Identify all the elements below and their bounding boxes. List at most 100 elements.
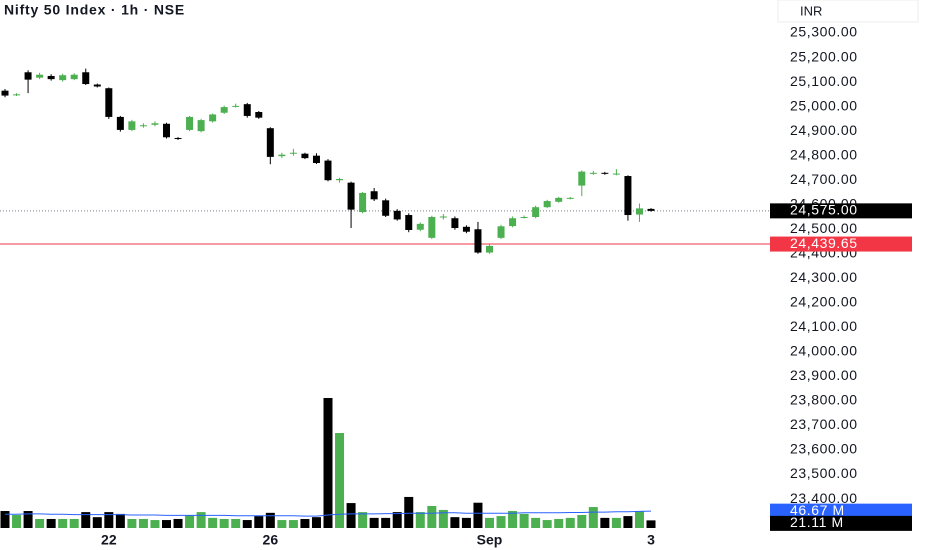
volume-bar	[23, 511, 33, 528]
candle-body	[70, 74, 78, 80]
candle-body	[566, 197, 574, 199]
candle-body	[47, 75, 55, 80]
candle-body	[243, 104, 251, 116]
volume-bar	[323, 398, 333, 528]
candle-body	[370, 191, 378, 200]
y-tick-label: 23,600.00	[790, 441, 858, 457]
candle-body	[359, 192, 367, 213]
volume-bar	[69, 518, 79, 528]
candle-body	[635, 208, 643, 215]
candle-body	[347, 182, 355, 210]
candle-body	[59, 75, 67, 81]
y-tick-label: 25,200.00	[790, 48, 858, 64]
volume-bar	[35, 518, 45, 528]
volume-bar	[46, 518, 56, 528]
volume-bar	[288, 520, 298, 528]
volume-bar	[381, 517, 391, 528]
candle-body	[197, 120, 205, 132]
volume-bar	[219, 518, 229, 528]
alert-tag-box	[770, 236, 912, 252]
candle-body	[151, 123, 159, 125]
candle-body	[532, 207, 540, 217]
candle-body	[324, 160, 332, 181]
volume-bar	[127, 518, 137, 528]
volume-bar	[358, 512, 368, 528]
candle-body	[382, 200, 390, 216]
y-tick-label: 23,800.00	[790, 392, 858, 408]
volume-bar	[646, 520, 656, 528]
volume-bar	[311, 517, 321, 528]
y-tick-label: 24,100.00	[790, 318, 858, 334]
y-tick-label: 23,500.00	[790, 465, 858, 481]
volume-bar	[346, 503, 356, 528]
y-tick-label: 25,000.00	[790, 97, 858, 113]
volume-bar	[496, 516, 506, 528]
y-tick-label: 25,100.00	[790, 73, 858, 89]
y-tick-label: 24,300.00	[790, 269, 858, 285]
volume-bar	[300, 518, 310, 528]
x-tick-label: 3	[647, 532, 655, 548]
candle-body	[128, 121, 136, 130]
chart-title: Nifty 50 Index · 1h · NSE	[4, 2, 185, 18]
candle-body	[163, 123, 170, 138]
candle-body	[116, 116, 124, 130]
candle-body	[13, 94, 21, 96]
x-tick-label: 26	[263, 532, 279, 548]
candle-body	[647, 208, 655, 211]
candle-body	[497, 226, 505, 238]
x-tick-label: 22	[101, 532, 117, 548]
candle-body	[266, 128, 274, 157]
volume-bar	[415, 512, 425, 528]
candle-body	[105, 88, 113, 117]
volume-bar	[542, 520, 552, 528]
volume-bar	[611, 517, 621, 528]
y-tick-label: 23,900.00	[790, 367, 858, 383]
candle-body	[278, 154, 286, 157]
y-tick-label: 25,300.00	[790, 24, 858, 40]
candle-body	[220, 107, 228, 113]
volume-bar	[634, 511, 644, 528]
candle-body	[624, 176, 632, 216]
volume-bar	[138, 518, 148, 528]
candle-body	[255, 112, 263, 118]
volume-bar	[392, 512, 402, 528]
candle-body	[612, 173, 620, 175]
volume-bar	[485, 517, 494, 528]
volume-bar	[81, 512, 91, 528]
volume-bar	[162, 520, 171, 528]
volume-bar	[588, 507, 598, 528]
candle-body	[509, 218, 517, 227]
candle-body	[601, 172, 609, 174]
volume-bar	[242, 520, 252, 528]
volume-bar	[450, 517, 460, 528]
volume-bar	[623, 516, 633, 528]
candle-body	[209, 114, 217, 122]
candle-body	[24, 72, 32, 80]
volume-bar	[404, 496, 414, 528]
candle-body	[589, 172, 597, 174]
volume-last-tag-box	[770, 515, 912, 531]
last-price-tag: 24,575.00	[790, 202, 858, 218]
candle-body	[312, 155, 320, 164]
y-tick-label: 24,500.00	[790, 220, 858, 236]
volume-bar	[0, 511, 10, 528]
volume-bar	[565, 517, 575, 528]
volume-bar	[277, 520, 287, 528]
volume-bar	[12, 515, 22, 528]
candle-body	[451, 218, 459, 229]
candle-body	[486, 245, 493, 253]
volume-bar	[104, 512, 114, 528]
x-tick-label: Sep	[477, 532, 503, 548]
volume-bar	[473, 502, 483, 528]
volume-bar	[508, 511, 518, 528]
candle-body	[82, 72, 90, 85]
volume-bar	[519, 513, 529, 528]
volume-bar	[265, 512, 275, 528]
candle-body	[474, 229, 482, 253]
volume-ma-tag-box	[770, 503, 912, 519]
candle-body	[555, 197, 563, 202]
candle-body	[416, 223, 424, 230]
candle-body	[543, 201, 551, 208]
